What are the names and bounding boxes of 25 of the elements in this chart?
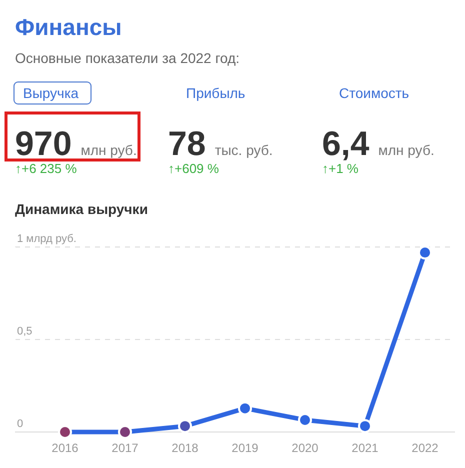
text: ↑+1 % <box>322 161 359 176</box>
text: 970 <box>15 125 72 163</box>
x-tick-label: 2018 <box>172 441 199 455</box>
text: ↑+6 235 % <box>15 161 78 176</box>
x-tick-label: 2020 <box>292 441 319 455</box>
text: млн руб. <box>80 142 137 158</box>
y-tick-label: 0,5 <box>17 326 32 338</box>
text: млн руб. <box>378 142 434 158</box>
text: Основные показатели за 2022 год: <box>15 50 240 66</box>
x-tick-label: 2017 <box>112 441 139 455</box>
x-tick-label: 2016 <box>52 441 79 455</box>
text: 78 <box>168 125 206 163</box>
x-tick-label: 2019 <box>232 441 259 455</box>
y-tick-label: 1 млрд руб. <box>17 233 76 245</box>
text: 6,4 <box>322 125 370 163</box>
text: Прибыль <box>186 85 246 101</box>
text: тыс. руб. <box>214 142 273 158</box>
y-tick-label: 0 <box>17 418 24 430</box>
x-tick-label: 2021 <box>352 441 379 455</box>
text: Стоимость <box>339 85 410 101</box>
x-tick-label: 2022 <box>412 441 439 455</box>
text: ↑+609 % <box>168 161 220 176</box>
text: Выручка <box>23 85 79 101</box>
text: Финансы <box>15 14 122 40</box>
chart-title: Динамика выручки <box>15 201 148 217</box>
